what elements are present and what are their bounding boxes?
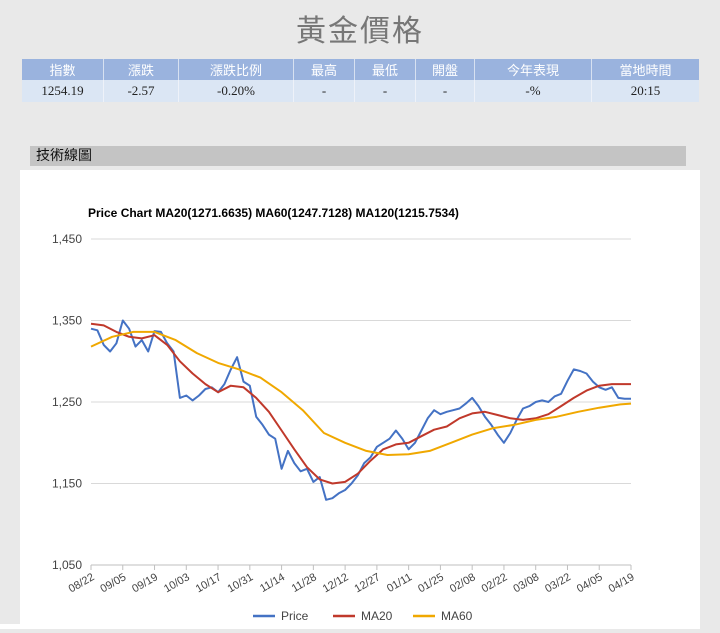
x-tick-label: 12/12 bbox=[321, 571, 351, 595]
header-open: 開盤 bbox=[415, 59, 475, 80]
price-chart: Price Chart MA20(1271.6635) MA60(1247.71… bbox=[52, 206, 637, 623]
quote-header-row: 指數 漲跌 漲跌比例 最高 最低 開盤 今年表現 當地時間 bbox=[22, 59, 699, 80]
x-tick-label: 03/08 bbox=[511, 571, 541, 595]
legend-label-price: Price bbox=[281, 609, 309, 623]
header-low: 最低 bbox=[354, 59, 416, 80]
value-local-time: 20:15 bbox=[591, 80, 699, 102]
x-tick-label: 11/28 bbox=[290, 571, 319, 595]
value-low: - bbox=[354, 80, 416, 102]
x-tick-label: 09/19 bbox=[130, 571, 160, 595]
y-tick-label: 1,450 bbox=[52, 232, 82, 246]
chart-legend: Price MA20 MA60 bbox=[253, 609, 473, 623]
bottom-strip bbox=[0, 624, 130, 629]
chart-series bbox=[90, 319, 632, 501]
x-tick-label: 09/05 bbox=[98, 571, 128, 595]
legend-label-ma60: MA60 bbox=[441, 609, 473, 623]
header-local-time: 當地時間 bbox=[591, 59, 699, 80]
series-line-ma60 bbox=[90, 330, 632, 456]
x-tick-label: 04/19 bbox=[607, 571, 637, 595]
x-tick-label: 08/22 bbox=[67, 571, 97, 595]
y-axis: 1,050 1,150 1,250 1,350 1,450 bbox=[52, 232, 82, 572]
y-tick-label: 1,050 bbox=[52, 558, 82, 572]
x-tick-label: 02/08 bbox=[448, 571, 478, 595]
header-ytd: 今年表現 bbox=[474, 59, 592, 80]
x-tick-label: 10/31 bbox=[225, 571, 255, 595]
header-change-percent: 漲跌比例 bbox=[178, 59, 294, 80]
page-title: 黃金價格 bbox=[296, 14, 424, 49]
y-tick-label: 1,150 bbox=[52, 477, 82, 491]
chart-title: Price Chart MA20(1271.6635) MA60(1247.71… bbox=[88, 206, 459, 220]
chart-gridlines bbox=[91, 238, 631, 566]
header-index: 指數 bbox=[22, 59, 104, 80]
header-high: 最高 bbox=[293, 59, 355, 80]
x-tick-label: 12/27 bbox=[353, 571, 383, 595]
value-change-percent: -0.20% bbox=[178, 80, 294, 102]
series-line-price bbox=[90, 319, 631, 501]
gold-quote-table: 指數 漲跌 漲跌比例 最高 最低 開盤 今年表現 當地時間 1254.19 -2… bbox=[22, 59, 699, 102]
header-change: 漲跌 bbox=[103, 59, 179, 80]
value-open: - bbox=[415, 80, 475, 102]
x-tick-label: 01/25 bbox=[416, 571, 446, 595]
section-title-technical-chart: 技術線圖 bbox=[30, 146, 686, 166]
x-axis: 08/22 09/05 09/19 10/03 10/17 10/31 11/14 11/28… bbox=[67, 565, 637, 595]
legend-label-ma20: MA20 bbox=[361, 609, 393, 623]
x-tick-label: 01/11 bbox=[385, 571, 414, 595]
y-tick-label: 1,350 bbox=[52, 314, 82, 328]
value-ytd: -% bbox=[474, 80, 592, 102]
x-tick-label: 10/17 bbox=[194, 571, 224, 595]
y-tick-label: 1,250 bbox=[52, 395, 82, 409]
value-index: 1254.19 bbox=[22, 80, 104, 102]
x-tick-label: 02/22 bbox=[480, 571, 510, 595]
value-change: -2.57 bbox=[103, 80, 179, 102]
chart-panel: Price Chart MA20(1271.6635) MA60(1247.71… bbox=[20, 170, 700, 629]
series-line-ma20 bbox=[90, 322, 631, 485]
x-tick-label: 11/14 bbox=[258, 571, 287, 595]
value-high: - bbox=[293, 80, 355, 102]
x-tick-label: 03/22 bbox=[543, 571, 573, 595]
quote-value-row: 1254.19 -2.57 -0.20% - - - -% 20:15 bbox=[22, 80, 699, 102]
x-tick-label: 10/03 bbox=[162, 571, 192, 595]
x-tick-label: 04/05 bbox=[575, 571, 605, 595]
